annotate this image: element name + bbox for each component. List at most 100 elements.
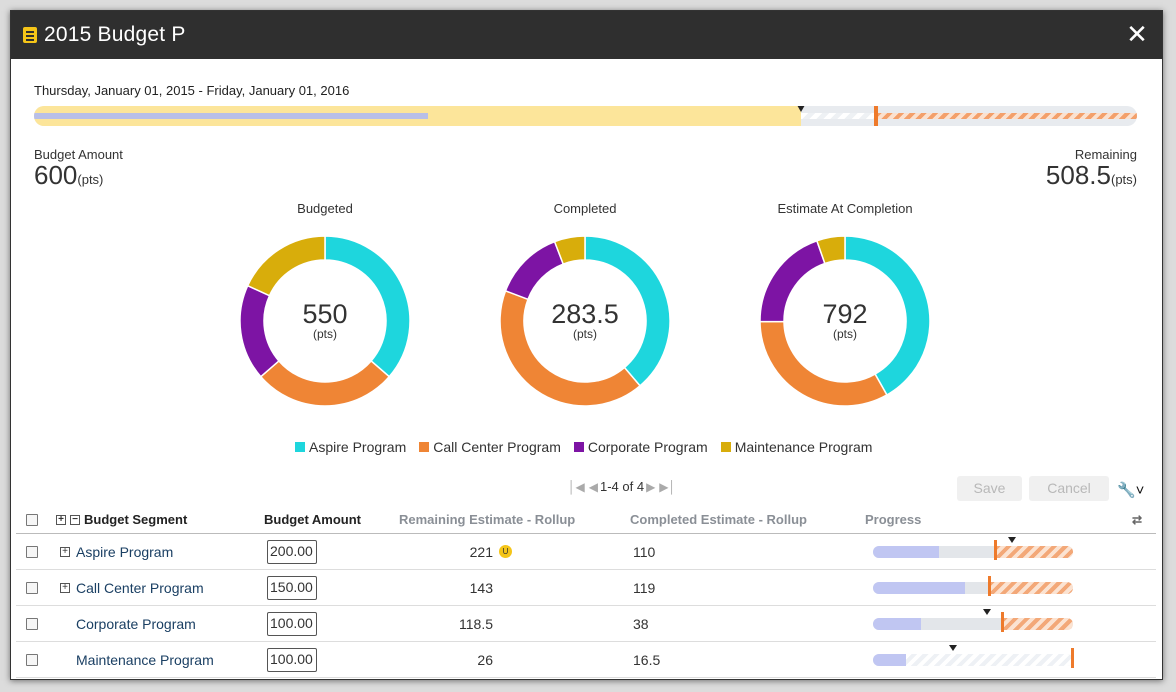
budget-dialog: 2015 Budget P ✕ Thursday, January 01, 20… [10, 10, 1163, 680]
completed-value: 16.5 [633, 651, 661, 668]
budget-grid: + − Budget Segment Budget Amount Remaining… [16, 506, 1156, 678]
donut-slice-maintenance-program[interactable] [815, 235, 846, 265]
row-checkbox[interactable] [26, 545, 38, 558]
donut-slice-aspire-program[interactable] [324, 235, 411, 378]
header-amount[interactable]: Budget Amount [264, 512, 361, 527]
table-row: Corporate Program 100.00 118.5 38 [16, 606, 1156, 642]
grid-header: + − Budget Segment Budget Amount Remaining… [16, 506, 1156, 534]
remaining-value: 26 [477, 651, 493, 668]
budget-amount-value: 600 [34, 160, 78, 190]
segment-name-link[interactable]: Aspire Program [76, 543, 174, 560]
donut-slice-call-center-program[interactable] [499, 289, 642, 407]
budget-amount-unit: (pts) [77, 172, 104, 187]
over-budget-stripes [989, 582, 1073, 594]
pager-text: 1-4 of 4 [599, 479, 645, 494]
column-settings-icon[interactable]: ⇄ [1132, 512, 1143, 527]
table-row: + Call Center Program 150.00 143 119 [16, 570, 1156, 606]
donut-slice-call-center-program[interactable] [759, 320, 888, 407]
remaining-unit: (pts) [1111, 172, 1137, 187]
legend-label: Corporate Program [587, 439, 708, 455]
cancel-button[interactable]: Cancel [1029, 476, 1109, 501]
today-marker-icon [949, 645, 957, 651]
segment-name-link[interactable]: Corporate Program [76, 615, 196, 632]
over-budget-stripes [1002, 618, 1073, 630]
remaining-value: 221 [469, 543, 493, 560]
remaining-value: 508.5 [1045, 160, 1111, 190]
budget-amount-input[interactable]: 150.00 [267, 575, 317, 600]
timeline-budget-marker [873, 106, 878, 126]
budget-amount-input[interactable]: 100.00 [267, 611, 317, 636]
budget-icon [23, 27, 37, 43]
next-page-icon[interactable]: ▶ [646, 479, 656, 494]
progress-fill [873, 582, 965, 594]
header-progress[interactable]: Progress [865, 512, 922, 527]
completed-value: 110 [633, 543, 656, 560]
budget-marker [994, 540, 997, 560]
progress-bar [873, 546, 1073, 558]
legend-item: Maintenance Program [720, 439, 873, 455]
budget-amount-input[interactable]: 200.00 [267, 539, 317, 564]
legend-swatch [419, 442, 430, 452]
budget-marker [1071, 648, 1074, 668]
dialog-title: 2015 Budget P [44, 23, 186, 46]
remaining-label: Remaining [1074, 147, 1137, 162]
row-checkbox[interactable] [26, 617, 38, 630]
table-row: Maintenance Program 100.00 26 16.5 [16, 642, 1156, 678]
chart-title: Budgeted [297, 201, 353, 216]
collapse-all-icon[interactable]: − [70, 514, 80, 525]
donut-slice-aspire-program[interactable] [584, 235, 671, 387]
donut-slice-aspire-program[interactable] [844, 235, 931, 396]
remaining-kpi: Remaining 508.5(pts) [1046, 147, 1137, 193]
today-marker-icon [983, 609, 991, 615]
header-segment[interactable]: Budget Segment [84, 512, 188, 527]
timeline-bar [34, 106, 1137, 126]
chart-title: Completed [553, 201, 617, 216]
segment-name-link[interactable]: Call Center Program [76, 579, 204, 596]
budget-amount-input[interactable]: 100.00 [267, 647, 317, 672]
segment-name-link[interactable]: Maintenance Program [76, 651, 214, 668]
progress-fill [873, 618, 921, 630]
chart-title: Estimate At Completion [777, 201, 913, 216]
donut-slice-call-center-program[interactable] [259, 359, 391, 407]
donut-slice-maintenance-program[interactable] [246, 235, 326, 297]
prev-page-icon[interactable]: ◀ [588, 479, 598, 494]
progress-fill [873, 654, 906, 666]
select-all-checkbox[interactable] [26, 513, 38, 526]
expand-all-icon[interactable]: + [56, 514, 66, 525]
close-icon[interactable]: ✕ [1126, 19, 1148, 49]
progress-bar [873, 582, 1073, 594]
legend-label: Maintenance Program [734, 439, 873, 455]
remaining-stripes [906, 654, 1073, 666]
timeline-over-budget [875, 113, 1137, 119]
header-remaining[interactable]: Remaining Estimate - Rollup [399, 512, 576, 527]
budget-amount-kpi: Budget Amount 600(pts) [34, 147, 123, 193]
progress-bar [873, 618, 1073, 630]
header-completed[interactable]: Completed Estimate - Rollup [630, 512, 807, 527]
warning-flag-icon[interactable]: U [499, 545, 512, 558]
timeline-remaining [800, 113, 876, 119]
completed-chart: Completed 283.5 (pts) [490, 201, 680, 411]
legend-swatch [573, 442, 584, 452]
first-page-icon[interactable]: │◀ [568, 479, 585, 494]
expand-row-icon[interactable]: + [60, 582, 70, 593]
progress-bar [873, 654, 1073, 666]
donut-slice-maintenance-program[interactable] [553, 235, 586, 266]
row-checkbox[interactable] [26, 581, 38, 594]
completed-value: 38 [633, 615, 649, 632]
donut-slice-corporate-program[interactable] [759, 239, 826, 323]
budget-amount-label: Budget Amount [34, 147, 123, 162]
last-page-icon[interactable]: ▶│ [659, 479, 677, 494]
legend-label: Aspire Program [309, 439, 407, 455]
expand-row-icon[interactable]: + [60, 546, 70, 557]
estimate-donut [759, 235, 931, 407]
estimate-chart: Estimate At Completion 792 (pts) [750, 201, 940, 411]
donut-slice-corporate-program[interactable] [504, 240, 565, 301]
donut-slice-corporate-program[interactable] [239, 284, 280, 378]
legend-item: Aspire Program [295, 439, 406, 455]
remaining-value: 143 [469, 579, 493, 596]
wrench-icon[interactable]: 🔧˅ [1117, 482, 1145, 499]
chart-legend: Aspire Program Call Center Program Corpo… [295, 439, 885, 455]
save-button[interactable]: Save [957, 476, 1022, 501]
row-checkbox[interactable] [26, 653, 38, 666]
budgeted-chart: Budgeted 550 (pts) [230, 201, 420, 411]
